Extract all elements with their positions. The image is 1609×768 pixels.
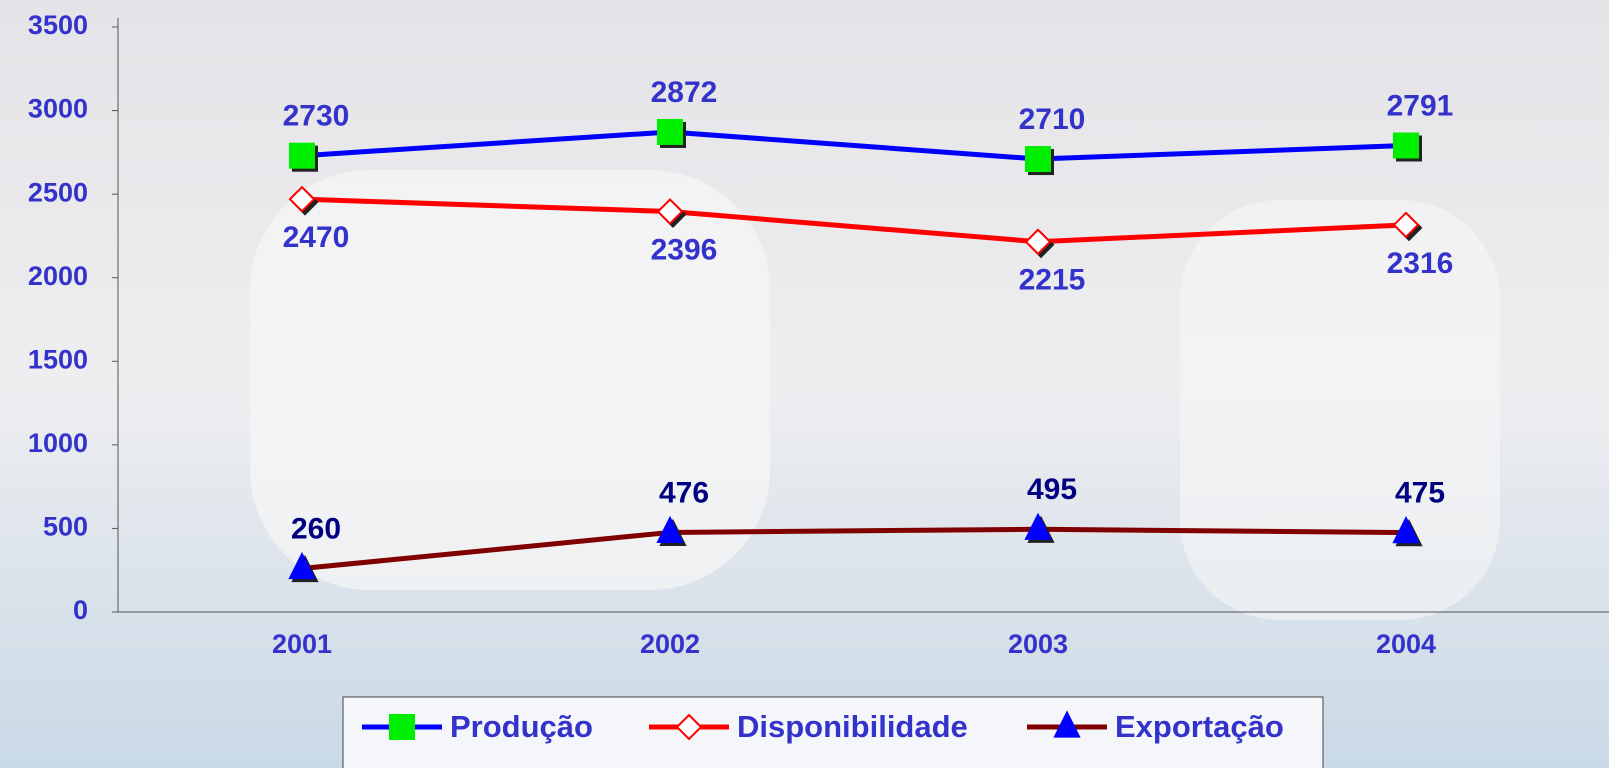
- data-label: 495: [1027, 473, 1077, 506]
- y-tick-label: 2000: [28, 261, 88, 291]
- y-tick-label: 500: [43, 512, 88, 542]
- x-tick-label: 2004: [1376, 629, 1436, 659]
- y-tick-label: 1500: [28, 344, 88, 374]
- data-label: 476: [659, 476, 709, 509]
- data-label: 2791: [1387, 89, 1454, 122]
- y-tick-label: 3500: [28, 10, 88, 40]
- legend-label: Produção: [450, 709, 593, 744]
- data-label: 2470: [283, 221, 350, 254]
- data-label: 260: [291, 512, 341, 545]
- marker: [1394, 134, 1418, 158]
- legend-marker: [390, 715, 414, 739]
- y-tick-label: 1000: [28, 428, 88, 458]
- marker: [658, 120, 682, 144]
- y-tick-label: 2500: [28, 177, 88, 207]
- chart: 0 500 1000 1500 2000 2500 3000 3500 2001 2002 2003…: [0, 0, 1609, 768]
- legend-label: Disponibilidade: [737, 709, 968, 744]
- marker: [290, 144, 314, 168]
- y-tick-label: 0: [73, 595, 88, 625]
- data-label: 2215: [1019, 264, 1086, 297]
- marker: [1026, 147, 1050, 171]
- data-label: 475: [1395, 477, 1445, 510]
- data-label: 2872: [651, 76, 718, 109]
- data-label: 2710: [1019, 103, 1086, 136]
- page: 0 500 1000 1500 2000 2500 3000 3500 2001 2002 2003…: [0, 0, 1609, 768]
- y-tick-label: 3000: [28, 94, 88, 124]
- data-label: 2316: [1387, 247, 1454, 280]
- data-label: 2396: [651, 233, 718, 266]
- x-tick-label: 2001: [272, 629, 332, 659]
- data-label: 2730: [283, 100, 350, 133]
- x-tick-label: 2002: [640, 629, 700, 659]
- legend-label: Exportação: [1115, 709, 1284, 744]
- x-tick-label: 2003: [1008, 629, 1068, 659]
